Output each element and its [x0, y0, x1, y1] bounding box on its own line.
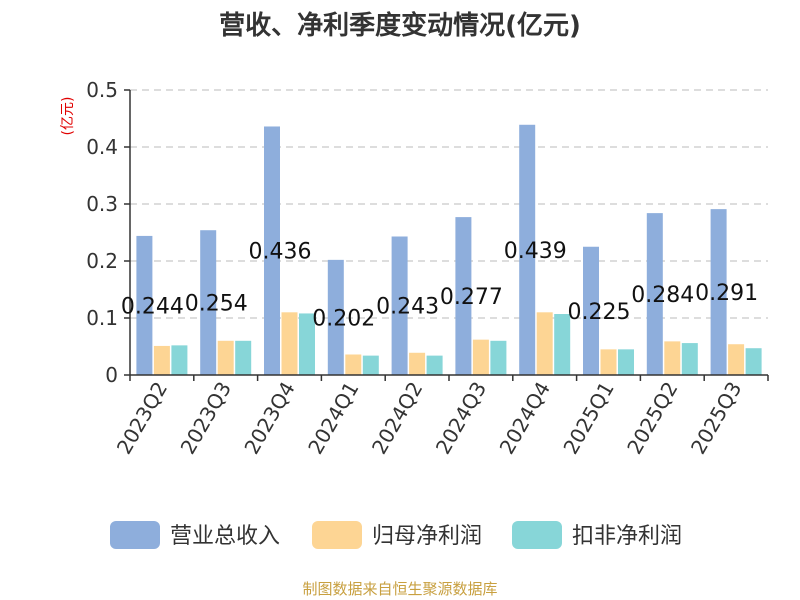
- bar-revenue: [519, 124, 536, 376]
- x-tick-label: 2024Q3: [431, 378, 491, 459]
- bar-deducted-net-profit: [171, 345, 188, 375]
- legend-swatch: [110, 521, 160, 549]
- bars: [136, 124, 762, 376]
- revenue-data-label: 0.254: [185, 292, 248, 317]
- bar-deducted-net-profit: [490, 340, 507, 375]
- bar-net-profit: [728, 344, 745, 375]
- x-tick-label: 2023Q4: [239, 378, 299, 459]
- legend-swatch: [512, 521, 562, 549]
- bar-net-profit: [153, 345, 170, 375]
- legend-label: 营业总收入: [170, 524, 280, 549]
- x-tick-label: 2023Q2: [112, 378, 172, 459]
- revenue-data-label: 0.291: [695, 281, 758, 306]
- bar-revenue: [391, 236, 408, 375]
- bar-deducted-net-profit: [618, 349, 634, 375]
- x-tick-label: 2024Q4: [495, 378, 555, 459]
- bar-deducted-net-profit: [299, 313, 315, 375]
- bar-revenue: [264, 126, 280, 375]
- x-tick-label: 2024Q2: [367, 378, 427, 459]
- bar-net-profit: [536, 312, 553, 375]
- bar-net-profit: [409, 352, 426, 375]
- y-tick-label: 0.1: [86, 306, 118, 330]
- bar-deducted-net-profit: [426, 355, 443, 375]
- revenue-data-label: 0.244: [121, 294, 184, 319]
- y-axis-unit-label: (亿元): [60, 97, 76, 136]
- bar-net-profit: [472, 339, 489, 375]
- legend: 营业总收入 归母净利润 扣非净利润: [110, 521, 682, 549]
- revenue-data-label: 0.436: [249, 240, 312, 265]
- revenue-data-label: 0.284: [631, 283, 694, 308]
- x-axis-ticks: 2023Q2 2023Q3 2023Q4 2024Q1 2024Q2 2024Q3 2024…: [112, 375, 769, 459]
- y-tick-label: 0.5: [86, 78, 118, 102]
- data-source-note: 制图数据来自恒生聚源数据库: [302, 580, 497, 598]
- revenue-data-label: 0.225: [568, 300, 631, 325]
- bar-net-profit: [600, 349, 617, 375]
- x-tick-label: 2025Q1: [558, 378, 618, 459]
- y-tick-label: 0.2: [86, 249, 118, 273]
- y-tick-label: 0.4: [86, 135, 118, 159]
- axes: [129, 90, 768, 376]
- bar-revenue: [327, 259, 344, 375]
- revenue-data-label: 0.277: [440, 285, 503, 310]
- bar-net-profit: [345, 354, 362, 375]
- bar-revenue: [646, 213, 663, 375]
- bar-net-profit: [281, 312, 298, 375]
- bar-net-profit: [664, 341, 681, 375]
- bar-net-profit: [217, 340, 234, 375]
- x-tick-label: 2025Q3: [686, 378, 746, 459]
- bar-deducted-net-profit: [362, 355, 379, 375]
- bar-revenue: [583, 246, 599, 375]
- x-tick-label: 2024Q1: [303, 378, 363, 459]
- revenue-data-label: 0.202: [312, 306, 375, 331]
- bar-revenue: [200, 230, 217, 375]
- bar-revenue: [136, 235, 153, 375]
- y-axis-ticks: 0 0.1 0.2 0.3 0.4 0.5: [86, 78, 130, 387]
- bar-revenue: [455, 217, 472, 375]
- y-tick-label: 0: [105, 363, 118, 387]
- bar-revenue: [710, 209, 727, 375]
- legend-label: 扣非净利润: [572, 524, 682, 549]
- bar-deducted-net-profit: [745, 348, 762, 375]
- revenue-data-label: 0.243: [376, 295, 439, 320]
- x-tick-label: 2025Q2: [622, 378, 682, 459]
- bar-deducted-net-profit: [235, 340, 252, 375]
- x-tick-label: 2023Q3: [176, 378, 236, 459]
- legend-label: 归母净利润: [372, 524, 482, 549]
- legend-swatch: [312, 521, 362, 549]
- revenue-data-label: 0.439: [504, 239, 567, 264]
- bar-deducted-net-profit: [681, 343, 698, 375]
- chart-title: 营收、净利季度变动情况(亿元): [219, 10, 581, 41]
- y-tick-label: 0.3: [86, 192, 118, 216]
- bar-deducted-net-profit: [554, 314, 571, 375]
